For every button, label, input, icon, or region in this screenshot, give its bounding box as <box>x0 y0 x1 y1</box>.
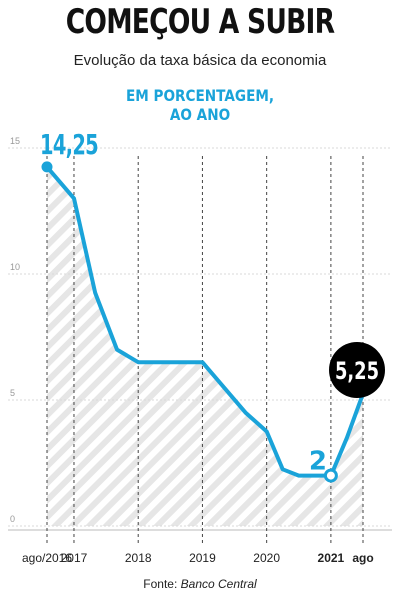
unit-label: EM PORCENTAGEM, AO ANO <box>30 86 370 124</box>
y-tick-label: 10 <box>10 262 20 272</box>
x-tick-label: ago/2016 <box>22 551 72 565</box>
start-value-label: 14,25 <box>40 128 98 161</box>
chart-title: COMEÇOU A SUBIR <box>65 2 335 42</box>
source-note: Fonte: Banco Central <box>0 577 400 591</box>
start-point-marker <box>41 161 53 173</box>
x-tick-label: 2017 <box>61 551 88 565</box>
y-tick-label: 15 <box>10 136 20 146</box>
x-tick-label: 2018 <box>125 551 152 565</box>
y-tick-label: 0 <box>10 514 15 524</box>
x-tick-label: ago <box>352 551 373 565</box>
source-name: Banco Central <box>180 577 257 591</box>
unit-label-line2: AO ANO <box>169 105 231 124</box>
end-value-label: 5,25 <box>335 357 379 385</box>
y-tick-label: 5 <box>10 388 15 398</box>
low-point-marker <box>323 468 338 483</box>
chart-subtitle: Evolução da taxa básica da economia <box>73 52 327 69</box>
low-value-label: 2 <box>309 447 327 477</box>
source-prefix: Fonte: <box>143 577 178 591</box>
area-fill <box>47 166 363 526</box>
x-tick-label: 2019 <box>189 551 216 565</box>
x-tick-label: 2020 <box>253 551 280 565</box>
x-tick-label: 2021 <box>318 551 345 565</box>
end-value-badge <box>329 342 385 398</box>
unit-label-line1: EM PORCENTAGEM, <box>125 86 275 105</box>
